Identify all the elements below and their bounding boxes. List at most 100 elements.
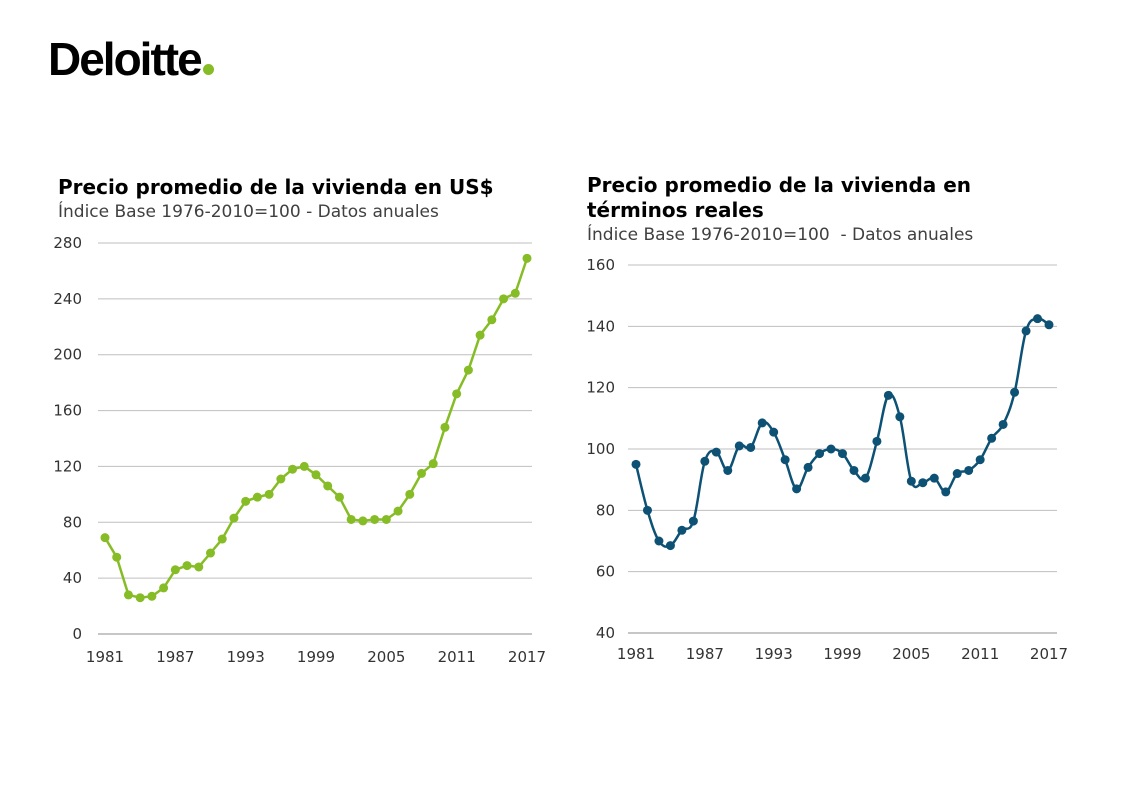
x-tick-label: 2011 — [438, 648, 476, 666]
data-point — [440, 422, 450, 432]
data-point — [323, 481, 333, 491]
data-point — [975, 455, 985, 465]
y-tick-label: 120 — [53, 457, 82, 475]
data-point — [860, 473, 870, 483]
x-tick-label: 2017 — [1030, 645, 1068, 663]
data-point — [734, 441, 744, 451]
data-point — [838, 449, 847, 459]
chart-title-real: Precio promedio de la vivienda en términ… — [587, 173, 972, 222]
data-point — [1021, 326, 1031, 336]
data-point — [264, 489, 274, 499]
y-tick-label: 40 — [63, 569, 82, 587]
chart-subtitle-nominal: Índice Base 1976-2010=100 - Datos anuale… — [58, 202, 439, 222]
data-point — [252, 492, 262, 502]
data-point — [654, 536, 664, 546]
data-point — [769, 427, 779, 437]
series-line — [634, 317, 1051, 548]
data-point — [952, 469, 962, 479]
x-tick-label: 1981 — [86, 648, 124, 666]
data-point — [929, 473, 939, 483]
data-point — [452, 389, 462, 399]
y-tick-label: 140 — [586, 317, 615, 335]
y-tick-label: 60 — [596, 563, 615, 581]
data-point — [147, 591, 157, 601]
y-tick-label: 120 — [586, 379, 615, 397]
data-point — [475, 330, 485, 340]
data-point — [288, 464, 298, 474]
logo-dot — [202, 64, 214, 75]
data-point — [688, 516, 698, 526]
x-tick-label: 2005 — [367, 648, 405, 666]
x-tick-label: 1987 — [156, 648, 194, 666]
data-point — [723, 465, 733, 475]
data-point — [170, 565, 180, 575]
y-tick-label: 40 — [596, 624, 615, 642]
data-point — [872, 436, 882, 446]
x-tick-label: 1981 — [617, 645, 655, 663]
x-tick-label: 1999 — [823, 645, 861, 663]
data-point — [803, 462, 813, 472]
data-point — [370, 514, 380, 524]
chart-title-nominal: Precio promedio de la vivienda en US$ — [58, 175, 494, 199]
y-tick-label: 100 — [586, 440, 615, 458]
data-point — [381, 514, 391, 524]
data-point — [463, 365, 473, 375]
logo-text: Deloitte — [48, 33, 203, 85]
data-point — [826, 444, 836, 454]
data-point — [276, 474, 286, 484]
x-tick-label: 1999 — [297, 648, 335, 666]
data-point — [642, 505, 652, 515]
data-point — [194, 562, 204, 572]
data-point — [405, 489, 415, 499]
y-tick-label: 160 — [53, 402, 82, 420]
data-point — [334, 492, 344, 502]
x-tick-label: 1993 — [755, 645, 793, 663]
data-point — [417, 468, 426, 478]
data-point — [182, 561, 192, 571]
data-point — [964, 465, 974, 475]
x-tick-label: 2005 — [892, 645, 930, 663]
data-point — [711, 447, 721, 457]
x-tick-label: 2011 — [961, 645, 999, 663]
x-tick-label: 2017 — [508, 648, 546, 666]
data-point — [522, 253, 532, 263]
data-point — [700, 456, 710, 466]
data-point — [1044, 320, 1054, 330]
data-point — [217, 534, 227, 544]
y-tick-label: 80 — [596, 501, 615, 519]
data-point — [746, 442, 756, 452]
data-point — [792, 484, 802, 494]
data-point — [895, 412, 905, 422]
y-tick-label: 240 — [53, 290, 82, 308]
y-tick-label: 280 — [53, 234, 82, 252]
y-tick-label: 0 — [72, 625, 82, 643]
data-point — [918, 478, 928, 488]
data-point — [311, 470, 321, 480]
y-tick-label: 160 — [586, 256, 615, 274]
data-point — [229, 513, 239, 523]
data-point — [677, 525, 687, 535]
data-point — [346, 514, 356, 524]
data-point — [883, 390, 893, 400]
data-point — [665, 541, 675, 551]
chart-subtitle-real: Índice Base 1976-2010=100 - Datos anuale… — [587, 225, 974, 245]
data-point — [849, 465, 859, 475]
data-point — [393, 506, 403, 516]
data-point — [112, 552, 122, 562]
data-point — [780, 455, 790, 465]
data-point — [906, 476, 916, 486]
data-point — [358, 516, 368, 526]
data-point — [510, 288, 520, 298]
data-point — [1010, 387, 1020, 397]
data-point — [998, 419, 1008, 429]
data-point — [100, 533, 110, 543]
data-point — [123, 590, 133, 600]
data-point — [241, 496, 251, 506]
data-point — [428, 459, 438, 469]
data-point — [987, 433, 997, 443]
data-point — [941, 487, 951, 497]
data-point — [815, 449, 825, 459]
data-point — [487, 315, 497, 325]
